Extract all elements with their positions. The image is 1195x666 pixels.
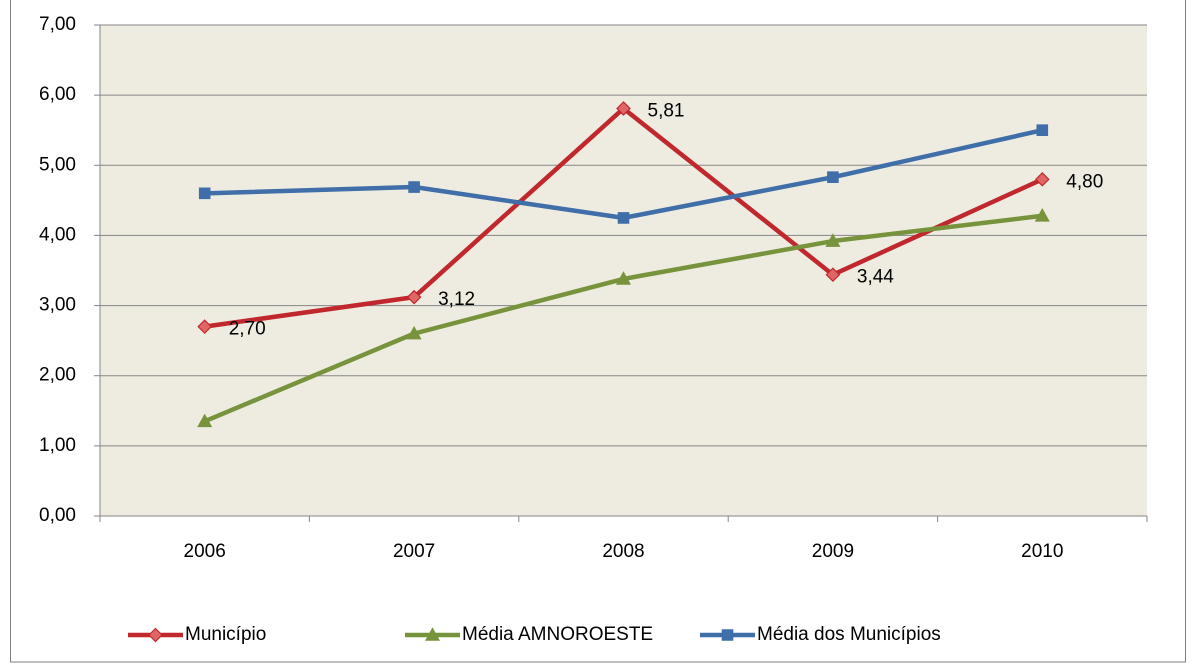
y-tick-label: 0,00 <box>39 505 76 526</box>
marker <box>1034 171 1050 187</box>
marker <box>408 181 420 193</box>
marker <box>148 627 163 643</box>
y-tick-label: 2,00 <box>39 365 76 386</box>
legend-item: Média dos Municípios <box>700 624 941 645</box>
y-tick-label: 5,00 <box>39 154 76 175</box>
marker <box>1034 208 1050 222</box>
y-tick-label: 4,00 <box>39 224 76 245</box>
marker <box>198 187 211 200</box>
legend-label: Média AMNOROESTE <box>462 624 653 645</box>
marker <box>406 325 422 340</box>
plot-area <box>100 25 1147 516</box>
x-tick-label: 2008 <box>602 541 644 562</box>
marker <box>406 289 422 305</box>
legend-label: Município <box>185 624 266 645</box>
marker <box>616 101 631 116</box>
x-tick-label: 2009 <box>812 541 854 562</box>
marker <box>721 629 734 641</box>
marker <box>615 271 632 285</box>
y-tick-label: 7,00 <box>39 14 76 35</box>
marker <box>197 319 213 334</box>
y-tick-label: 3,00 <box>39 295 76 316</box>
data-label: 5,81 <box>648 100 685 121</box>
data-label: 4,80 <box>1066 171 1103 192</box>
x-tick-label: 2010 <box>1021 541 1063 562</box>
marker <box>1036 124 1049 137</box>
marker <box>825 267 841 283</box>
x-tick-label: 2007 <box>393 541 435 562</box>
data-label: 3,12 <box>438 289 475 310</box>
marker <box>197 413 213 428</box>
legend-item: Município <box>128 624 266 645</box>
data-label: 2,70 <box>229 319 266 340</box>
marker <box>617 212 630 224</box>
legend-label: Média dos Municípios <box>757 624 941 645</box>
marker <box>424 627 441 641</box>
y-tick-label: 6,00 <box>39 84 76 105</box>
legend-item: Média AMNOROESTE <box>405 624 653 645</box>
x-tick-label: 2006 <box>184 541 226 562</box>
marker <box>825 233 841 247</box>
marker <box>827 171 839 184</box>
data-label: 3,44 <box>857 267 894 288</box>
y-tick-label: 1,00 <box>39 435 76 456</box>
